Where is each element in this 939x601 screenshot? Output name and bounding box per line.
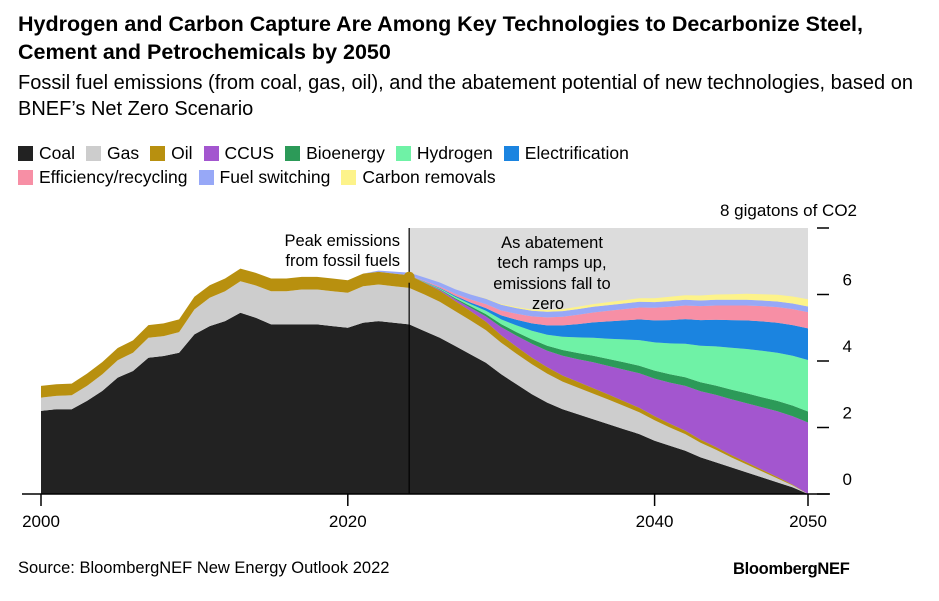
legend-label: CCUS: [224, 143, 275, 163]
legend-label: Hydrogen: [416, 143, 493, 163]
y-tick-label: 6: [843, 271, 852, 290]
y-tick-label: 4: [843, 337, 852, 356]
legend-item-bioenergy: Bioenergy: [285, 141, 385, 165]
chart-subtitle: Fossil fuel emissions (from coal, gas, o…: [18, 72, 913, 120]
x-tick-label: 2000: [22, 512, 60, 531]
area-electrification: [41, 268, 808, 386]
legend-item-oil: Oil: [150, 141, 193, 165]
legend-swatch: [198, 170, 214, 185]
peak-marker-dot: [403, 271, 415, 283]
legend-label: Fuel switching: [219, 167, 331, 187]
x-tick-label: 2040: [636, 512, 674, 531]
y-axis-label: 8 gigatons of CO2: [720, 201, 857, 220]
area-ccus: [41, 268, 808, 494]
legend-item-carbon-removals: Carbon removals: [341, 165, 496, 189]
y-tick-label: 0: [843, 470, 852, 489]
legend-item-gas: Gas: [86, 141, 139, 165]
legend-swatch: [86, 146, 101, 161]
legend-label: Electrification: [524, 143, 629, 163]
x-tick-label: 2020: [329, 512, 367, 531]
annotation-text: zero: [532, 295, 564, 313]
legend-label: Gas: [107, 143, 140, 163]
legend-item-ccus: CCUS: [203, 141, 275, 165]
source-note: Source: BloombergNEF New Energy Outlook …: [18, 559, 390, 577]
brand-logo: BloombergNEF: [733, 560, 850, 578]
area-coal: [41, 312, 808, 494]
legend-swatch: [150, 146, 166, 161]
legend-item-coal: Coal: [18, 141, 75, 165]
legend-swatch: [341, 170, 357, 185]
legend-label: Carbon removals: [362, 167, 496, 187]
legend-label: Bioenergy: [306, 143, 385, 163]
legend-item-electrification: Electrification: [503, 141, 629, 165]
annotation-text: Peak emissions: [284, 232, 400, 250]
chart-title: Hydrogen and Carbon Capture Are Among Ke…: [18, 12, 863, 64]
legend: Coal Gas Oil CCUS Bioenergy Hydrogen Electrifi…: [18, 141, 758, 189]
legend-item-hydrogen: Hydrogen: [395, 141, 493, 165]
legend-swatch: [503, 146, 519, 161]
legend-label: Coal: [39, 143, 75, 163]
annotation-text: As abatement: [501, 234, 603, 252]
legend-swatch: [18, 170, 33, 185]
legend-swatch: [285, 146, 301, 161]
legend-swatch: [395, 146, 411, 161]
x-tick-label: 2050: [789, 512, 827, 531]
legend-item-fuel-switching: Fuel switching: [198, 165, 331, 189]
legend-swatch: [18, 146, 33, 161]
legend-label: Efficiency/recycling: [39, 167, 188, 187]
legend-item-efficiency-recycling: Efficiency/recycling: [18, 165, 188, 189]
legend-swatch: [203, 146, 219, 161]
area-gas: [41, 281, 808, 494]
annotation-text: emissions fall to: [493, 275, 610, 293]
annotation-text: tech ramps up,: [497, 254, 606, 272]
legend-label: Oil: [171, 143, 193, 163]
annotation-text: from fossil fuels: [285, 252, 400, 270]
y-tick-label: 2: [843, 404, 852, 423]
